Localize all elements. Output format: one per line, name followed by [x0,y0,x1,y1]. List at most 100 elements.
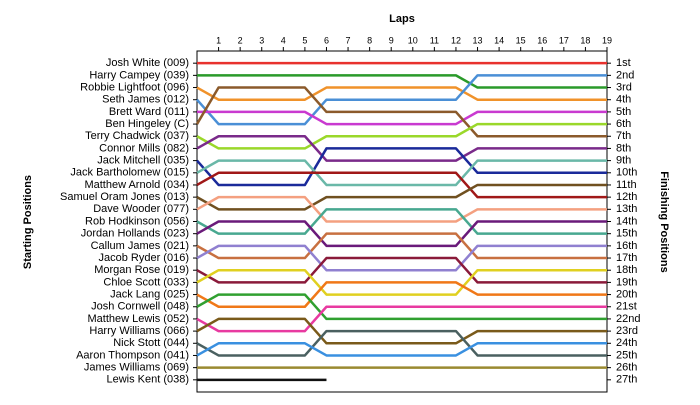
y2-tick-label: 13th [616,203,637,215]
y-tick-label: Lewis Kent (038) [106,374,189,386]
series-line [196,342,607,357]
y2-tick-label: 2nd [616,69,634,81]
y-tick-label: Samuel Oram Jones (013) [60,191,189,203]
y2-tick-label: 11th [616,179,637,191]
x-tick-label: 19 [602,35,612,45]
x-tick-label: 10 [408,35,418,45]
y2-tick-label: 25th [616,349,637,361]
y-tick-label: Seth James (012) [102,94,189,106]
y2-tick-label: 5th [616,106,631,118]
series-line [197,110,607,126]
series-line [196,268,607,296]
y-tick-label: Josh White (009) [106,57,189,69]
y2-tick-label: 27th [616,374,637,386]
y2-tick-label: 12th [616,191,637,203]
series-line [196,122,607,150]
x-tick-label: 13 [473,35,483,45]
x-tick-label: 7 [346,35,351,45]
series-line [196,171,607,199]
y-tick-label: Nick Stott (044) [113,337,189,349]
y2-tick-label: 23rd [616,325,638,337]
y2-tick-label: 26th [616,362,637,374]
y2-tick-label: 15th [616,228,637,240]
series-line [196,232,607,260]
y-tick-label: Harry Campey (039) [89,69,189,81]
x-tick-label: 4 [281,35,286,45]
y-tick-label: James Williams (069) [84,362,189,374]
y-tick-label: Matthew Lewis (052) [88,313,190,325]
y-tick-label: Matthew Arnold (034) [84,179,189,191]
y-tick-label: Connor Mills (082) [99,142,189,154]
y-tick-label: Jack Bartholomew (015) [70,167,189,179]
y-tick-label: Rob Hodkinson (056) [85,215,189,227]
series-line [196,293,607,321]
x-tick-label: 3 [259,35,264,45]
x-tick-label: 14 [494,35,504,45]
y-tick-label: Dave Wooder (077) [93,203,189,215]
y-tick-label: Jacob Ryder (016) [99,252,190,264]
y2-axis-title: Finishing Positions [658,171,670,272]
y2-tick-label: 18th [616,264,637,276]
y2-tick-label: 9th [616,155,631,167]
x-tick-label: 15 [516,35,526,45]
y2-tick-label: 16th [616,240,637,252]
series-line [196,195,607,223]
y-tick-label: Jordan Hollands (023) [81,228,189,240]
y2-tick-label: 8th [616,142,631,154]
series-line [195,86,607,138]
x-axis-title: Laps [389,13,415,25]
y-tick-label: Harry Williams (066) [89,325,189,337]
series-line [196,281,607,308]
x-tick-label: 6 [324,35,329,45]
series-line [196,305,607,333]
series-line [196,159,607,187]
y-tick-label: Brett Ward (011) [109,106,189,118]
y2-tick-label: 17th [616,252,637,264]
y-tick-label: Josh Cornwell (048) [91,301,189,313]
series-line [196,135,607,162]
series-line [196,147,607,187]
series-line [196,329,607,357]
series-line [196,74,607,126]
y-tick-label: Morgan Rose (019) [94,264,189,276]
y2-tick-label: 14th [616,215,637,227]
y2-tick-label: 7th [616,130,631,142]
series-line [196,256,607,284]
y2-tick-label: 19th [616,276,637,288]
y2-tick-label: 1st [616,57,631,69]
y-tick-label: Callum James (021) [91,240,189,252]
y-tick-label: Ben Hingeley (C) [105,118,189,130]
series-line [196,220,607,248]
x-tick-label: 8 [367,35,372,45]
x-tick-label: 2 [238,35,243,45]
y-axis-title: Starting Positions [22,175,34,269]
y2-tick-label: 20th [616,288,637,300]
series-line [196,183,607,211]
x-tick-label: 17 [559,35,569,45]
x-tick-label: 16 [537,35,547,45]
y2-tick-label: 22nd [616,313,640,325]
y2-tick-label: 3rd [616,81,632,93]
y-tick-label: Jack Mitchell (035) [97,155,189,167]
series-line [196,86,607,101]
y-tick-label: Jack Lang (025) [110,288,189,300]
y2-tick-label: 21st [616,301,637,313]
x-tick-label: 9 [389,35,394,45]
y-tick-label: Robbie Lightfoot (096) [80,81,189,93]
y-tick-label: Terry Chadwick (037) [85,130,189,142]
x-tick-label: 12 [451,35,461,45]
y-tick-label: Aaron Thompson (041) [76,349,189,361]
y-tick-label: Chloe Scott (033) [103,276,189,288]
y2-tick-label: 10th [616,167,637,179]
x-tick-label: 5 [302,35,307,45]
series-line [196,317,607,345]
y2-tick-label: 4th [616,94,631,106]
y2-tick-label: 6th [616,118,631,130]
x-tick-label: 11 [430,35,439,45]
series-line [196,244,607,272]
x-tick-label: 1 [216,35,221,45]
series-line [197,74,607,89]
series-line [196,208,607,235]
x-tick-label: 18 [580,35,590,45]
